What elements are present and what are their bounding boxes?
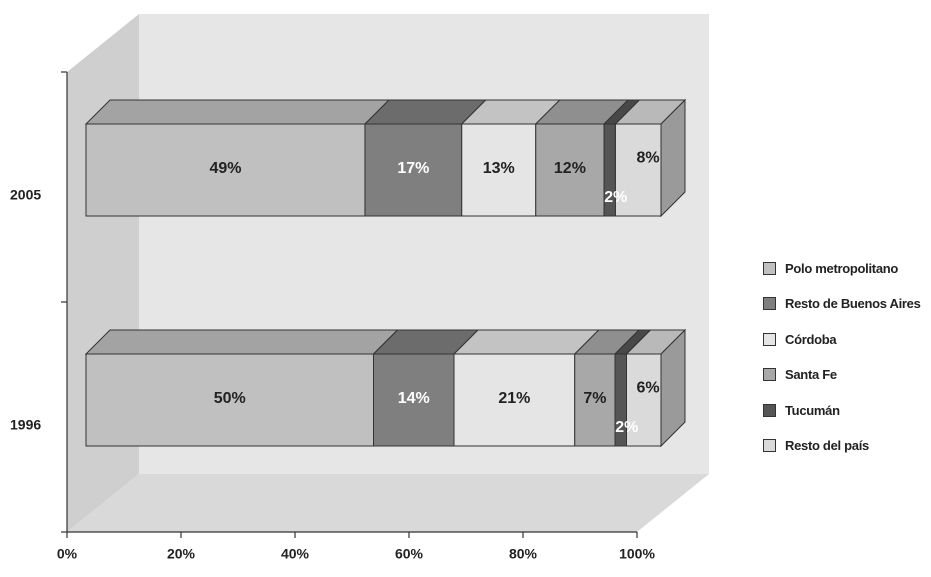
bar-segment-resto-de-buenos-aires-2005: [364, 123, 463, 217]
legend-swatch: [763, 332, 776, 346]
legend-swatch: [763, 439, 776, 452]
y-category-label: 1996: [10, 417, 41, 433]
bar-segment-resto-del-pais-2005: [614, 123, 662, 217]
bar-top-polo-metropolitano-1996: [84, 329, 399, 355]
value-label-cordoba-1996: 21%: [498, 390, 530, 407]
bar-end-face-1996: [660, 328, 686, 448]
chart-legend: Polo metropolitano Resto de Buenos Aires C…: [763, 258, 931, 471]
x-tick-label: 80%: [509, 546, 538, 562]
value-label-resto-de-buenos-aires-1996: 14%: [398, 390, 430, 407]
chart-value-labels: 49% 17% 13% 12% 2% 8% 50% 14% 21% 7% 2% 6%: [209, 149, 659, 436]
legend-item-resto-de-buenos-aires: Resto de Buenos Aires: [763, 294, 931, 314]
y-category-label: 2005: [10, 187, 41, 203]
value-label-resto-del-pais-2005: 8%: [636, 149, 659, 166]
bar-segment-resto-de-buenos-aires-1996: [373, 353, 455, 447]
legend-label: Santa Fe: [785, 367, 837, 382]
legend-swatch: [763, 261, 776, 275]
x-tick-label: 100%: [619, 546, 655, 562]
legend-item-resto-del-pais: Resto del país: [763, 436, 931, 456]
legend-swatch: [763, 403, 776, 417]
legend-label: Resto de Buenos Aires: [785, 296, 921, 311]
value-label-tucuman-1996: 2%: [615, 419, 638, 436]
bar-segment-cordoba-2005: [461, 123, 537, 217]
value-label-santa-fe-2005: 12%: [554, 160, 586, 177]
bar-top-polo-metropolitano-2005: [84, 99, 391, 125]
legend-label: Córdoba: [785, 331, 837, 347]
legend-item-polo-metropolitano: Polo metropolitano: [763, 258, 931, 278]
x-tick-label: 20%: [167, 546, 196, 562]
chart-walls: [67, 14, 709, 532]
bar-top-cordoba-1996: [452, 329, 600, 355]
value-label-resto-de-buenos-aires-2005: 17%: [397, 160, 429, 177]
bar-segment-polo-metropolitano-1996: [85, 353, 374, 447]
legend-label: Tucumán: [785, 402, 840, 418]
legend-item-santa-fe: Santa Fe: [763, 365, 931, 385]
bar-segment-santa-fe-1996: [574, 353, 616, 447]
x-tick-label: 40%: [281, 546, 310, 562]
chart-bars: [84, 98, 687, 448]
legend-item-cordoba: Córdoba: [763, 329, 931, 349]
floor: [67, 474, 709, 532]
legend-swatch: [763, 368, 776, 381]
legend-label: Polo metropolitano: [785, 260, 899, 276]
value-label-polo-metropolitano-1996: 50%: [214, 390, 246, 407]
value-label-polo-metropolitano-2005: 49%: [209, 160, 241, 177]
bar-segment-resto-del-pais-1996: [626, 353, 662, 447]
chart-axes: 0% 20% 40% 60% 80% 100% 2005 1996: [10, 71, 655, 562]
legend-item-tucuman: Tucumán: [763, 400, 931, 420]
legend-label: Resto del país: [785, 438, 869, 453]
bar-segment-polo-metropolitano-2005: [85, 123, 366, 217]
value-label-cordoba-2005: 13%: [483, 160, 515, 177]
value-label-santa-fe-1996: 7%: [583, 390, 606, 407]
value-label-tucuman-2005: 2%: [604, 189, 627, 206]
side-wall: [67, 14, 139, 532]
x-tick-label: 60%: [395, 546, 424, 562]
bar-segment-cordoba-1996: [453, 353, 576, 447]
value-label-resto-del-pais-1996: 6%: [636, 379, 659, 396]
bar-end-face-2005: [660, 98, 686, 218]
bar-segment-santa-fe-2005: [535, 123, 605, 217]
legend-swatch: [763, 297, 776, 310]
x-tick-label: 0%: [57, 546, 78, 562]
